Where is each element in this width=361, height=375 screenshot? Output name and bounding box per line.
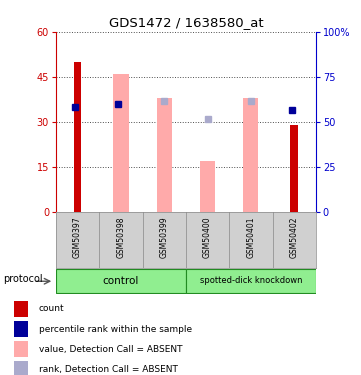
Bar	[243, 98, 258, 212]
Text: percentile rank within the sample: percentile rank within the sample	[39, 324, 192, 333]
Text: GSM50402: GSM50402	[290, 216, 299, 258]
Bar	[14, 341, 28, 357]
Bar	[186, 269, 316, 293]
Bar	[14, 321, 28, 337]
Text: GSM50397: GSM50397	[73, 216, 82, 258]
Text: spotted-dick knockdown: spotted-dick knockdown	[200, 276, 302, 285]
Text: value, Detection Call = ABSENT: value, Detection Call = ABSENT	[39, 345, 182, 354]
Text: count: count	[39, 304, 64, 313]
Text: protocol: protocol	[4, 274, 43, 284]
Text: GSM50400: GSM50400	[203, 216, 212, 258]
Bar	[291, 125, 298, 212]
Title: GDS1472 / 1638580_at: GDS1472 / 1638580_at	[109, 16, 263, 29]
Text: GSM50398: GSM50398	[117, 216, 125, 258]
Text: GSM50401: GSM50401	[247, 216, 255, 258]
Text: rank, Detection Call = ABSENT: rank, Detection Call = ABSENT	[39, 365, 178, 374]
Bar	[74, 62, 82, 212]
Bar	[200, 161, 215, 212]
Bar	[56, 269, 186, 293]
Bar	[157, 98, 172, 212]
Text: GSM50399: GSM50399	[160, 216, 169, 258]
Bar	[14, 301, 28, 317]
Bar	[113, 74, 129, 212]
Bar	[14, 361, 28, 375]
Text: control: control	[103, 276, 139, 286]
